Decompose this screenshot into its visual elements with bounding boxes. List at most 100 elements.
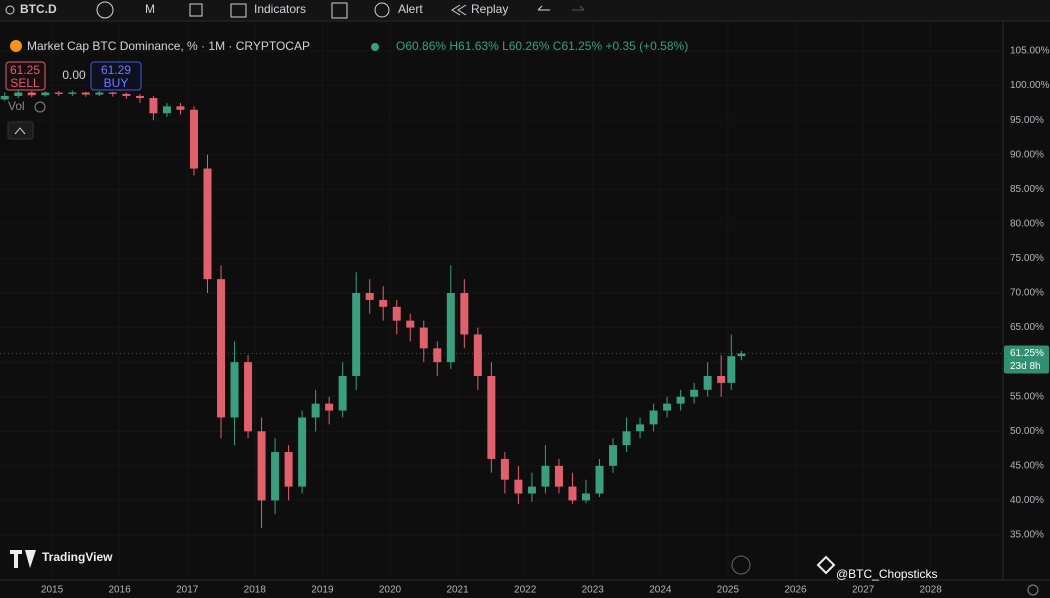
visibility-toggle[interactable] xyxy=(34,101,46,113)
toolbar xyxy=(0,0,1050,21)
ohlc-legend: O60.86% H61.63% L60.26% C61.25% +0.35 (+… xyxy=(396,39,688,53)
plot xyxy=(0,22,1003,580)
layouts[interactable] xyxy=(331,2,348,19)
replay-icon[interactable] xyxy=(451,4,467,16)
candle-body xyxy=(500,458,509,480)
candle-body xyxy=(703,375,712,390)
candle-body xyxy=(176,106,185,110)
candle-body xyxy=(487,375,496,459)
y-tick-label: 35.00% xyxy=(1010,530,1044,541)
candle-body xyxy=(622,431,631,446)
y-tick-label: 75.00% xyxy=(1010,253,1044,264)
candle-body xyxy=(568,486,577,501)
alert[interactable]: Alert xyxy=(398,2,423,16)
y-tick-label: 90.00% xyxy=(1010,149,1044,160)
volume-label: Vol xyxy=(8,99,25,113)
indicators[interactable]: Indicators xyxy=(254,2,306,16)
x-tick-label: 2019 xyxy=(311,585,334,596)
candle-body xyxy=(406,320,415,328)
x-tick-label: 2016 xyxy=(109,585,132,596)
candle-body xyxy=(554,465,563,487)
candle-body xyxy=(0,95,9,100)
candle-body xyxy=(473,334,482,376)
y-tick-label: 100.00% xyxy=(1010,80,1050,91)
candle-body xyxy=(189,109,198,169)
candle-body xyxy=(217,279,226,418)
candle-body xyxy=(14,92,23,96)
collapse-legend[interactable] xyxy=(7,121,34,140)
candle-body xyxy=(392,306,401,321)
candle-body xyxy=(81,92,90,95)
candle-body xyxy=(54,92,63,94)
replay[interactable]: Replay xyxy=(471,2,508,16)
candle-body xyxy=(446,293,455,363)
countdown: 23d 8h xyxy=(1010,361,1041,372)
y-tick-label: 95.00% xyxy=(1010,115,1044,126)
sell-label[interactable]: SELL xyxy=(10,76,40,90)
candle-body xyxy=(311,403,320,418)
search-icon[interactable] xyxy=(5,5,15,15)
buy-button[interactable] xyxy=(90,61,142,91)
candle-body xyxy=(460,293,469,335)
y-tick-label: 65.00% xyxy=(1010,322,1044,333)
candle-body xyxy=(352,293,361,376)
y-tick-label: 55.00% xyxy=(1010,391,1044,402)
collapse-icon xyxy=(14,127,26,135)
candle-body xyxy=(271,452,280,501)
candle-body xyxy=(581,493,590,501)
add-symbol[interactable] xyxy=(96,1,114,19)
x-tick-label: 2017 xyxy=(176,585,199,596)
sell-price[interactable]: 61.25 xyxy=(10,63,40,77)
candle-body xyxy=(727,356,736,383)
last-price-label: 61.25% xyxy=(1010,348,1044,359)
candle-body xyxy=(95,92,104,95)
y-tick-label: 45.00% xyxy=(1010,460,1044,471)
x-tick-label: 2015 xyxy=(41,585,64,596)
candle-body xyxy=(541,465,550,487)
candle-body xyxy=(284,452,293,487)
y-tick-label: 105.00% xyxy=(1010,46,1050,57)
market-status xyxy=(371,43,379,51)
y-tick-label: 85.00% xyxy=(1010,184,1044,195)
undo[interactable] xyxy=(537,5,550,11)
buy-price[interactable]: 61.29 xyxy=(101,63,131,77)
y-tick-label: 80.00% xyxy=(1010,218,1044,229)
last-price-tag xyxy=(1004,345,1049,374)
candle-body xyxy=(325,403,334,411)
y-tick-label: 50.00% xyxy=(1010,426,1044,437)
alert-icon[interactable] xyxy=(374,2,390,18)
candle-body xyxy=(527,486,536,494)
watermark: TradingView xyxy=(42,550,113,564)
candle-body xyxy=(609,445,618,466)
x-tick-label: 2025 xyxy=(717,585,740,596)
symbol[interactable]: BTC.D xyxy=(20,2,57,16)
x-tick-label: 2020 xyxy=(379,585,402,596)
candle-body xyxy=(68,92,77,94)
sell-button[interactable] xyxy=(5,61,46,91)
chart-type[interactable] xyxy=(189,3,203,17)
settings[interactable] xyxy=(1027,584,1039,596)
candle-body xyxy=(636,424,645,432)
interval[interactable]: M xyxy=(145,2,155,16)
buy-label[interactable]: BUY xyxy=(104,76,129,90)
candle-body xyxy=(717,375,726,383)
candle-body xyxy=(122,93,131,96)
candle-body xyxy=(230,362,239,418)
lightning-button[interactable] xyxy=(731,555,751,575)
price-axis xyxy=(1003,22,1050,582)
candle-body xyxy=(649,410,658,425)
candle-body xyxy=(41,92,50,96)
y-tick-label: 70.00% xyxy=(1010,288,1044,299)
spread: 0.00 xyxy=(62,68,86,82)
candle-body xyxy=(663,403,672,411)
candle-body xyxy=(365,293,374,300)
candle-body xyxy=(244,362,253,432)
candle-body xyxy=(595,465,604,494)
indicators-icon[interactable] xyxy=(230,3,247,18)
x-tick-label: 2027 xyxy=(852,585,875,596)
redo[interactable] xyxy=(572,5,585,11)
candle-body xyxy=(257,431,266,501)
candle-body xyxy=(203,168,212,280)
tradingview-logo xyxy=(10,550,36,568)
